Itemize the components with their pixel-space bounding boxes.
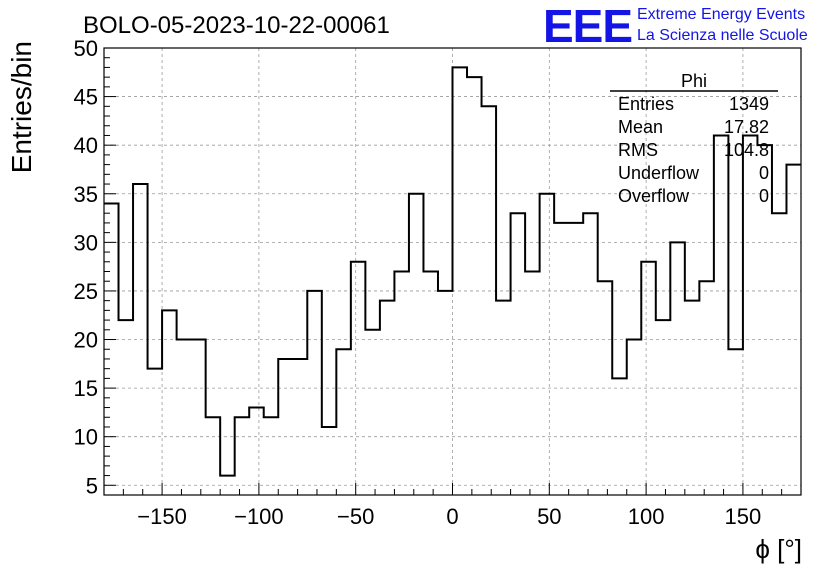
stats-label-overflow: Overflow	[618, 186, 690, 206]
histogram-bin	[772, 213, 787, 495]
histogram-series	[104, 66, 801, 496]
stats-label-rms: RMS	[618, 140, 658, 160]
histogram-bin	[438, 291, 453, 495]
histogram-bin	[351, 262, 366, 495]
x-tick-label: −100	[234, 504, 284, 529]
y-tick-label: 25	[74, 279, 98, 304]
stats-box: Phi Entries 1349 Mean 17.82 RMS 104.8 Un…	[610, 71, 778, 206]
histogram-bin	[365, 330, 380, 495]
y-tick-label: 20	[74, 328, 98, 353]
x-tick-label: 50	[537, 504, 561, 529]
histogram-bin	[148, 369, 163, 495]
histogram-bin	[119, 320, 134, 495]
stats-value-overflow: 0	[759, 186, 769, 206]
eee-logo-line1: Extreme Energy Events	[637, 6, 805, 23]
y-tick-label: 30	[74, 230, 98, 255]
histogram-bin	[177, 340, 192, 495]
histogram-bin	[467, 77, 482, 495]
histogram-bin	[583, 213, 598, 495]
stats-label-underflow: Underflow	[618, 163, 700, 183]
histogram-bin	[380, 301, 395, 495]
eee-logo-line2: La Scienza nelle Scuole	[637, 27, 808, 44]
y-tick-labels: 5 10 15 20 25 30 35 40 45 50	[74, 36, 98, 498]
histogram-bin	[206, 417, 221, 495]
histogram-bin	[685, 301, 700, 495]
histogram-bin	[423, 272, 438, 496]
histogram-bin	[612, 378, 627, 495]
stats-label-entries: Entries	[618, 94, 674, 114]
x-tick-label: −150	[137, 504, 187, 529]
stats-value-entries: 1349	[729, 94, 769, 114]
histogram-bin	[670, 242, 685, 495]
x-tick-label: 100	[628, 504, 665, 529]
histogram-bin	[322, 427, 337, 495]
histogram-bin	[569, 223, 584, 495]
y-tick-label: 40	[74, 133, 98, 158]
histogram-bin	[554, 223, 569, 495]
histogram-bin	[394, 272, 409, 496]
histogram-bin	[278, 359, 293, 495]
histogram-bin	[336, 349, 351, 495]
stats-value-mean: 17.82	[724, 117, 769, 137]
x-tick-label: 150	[725, 504, 762, 529]
axis-ticks	[103, 47, 802, 496]
histogram-bin	[656, 320, 671, 495]
stats-value-underflow: 0	[759, 163, 769, 183]
histogram-bin	[235, 417, 250, 495]
histogram-bin	[162, 310, 177, 495]
x-axis-label: ϕ [°]	[755, 534, 802, 564]
histogram-bin	[714, 135, 729, 495]
x-tick-label: −50	[337, 504, 374, 529]
histogram-bin	[743, 135, 758, 495]
stats-label-mean: Mean	[618, 117, 663, 137]
histogram-bin	[627, 340, 642, 495]
histogram-bin	[307, 291, 322, 495]
histogram-outline	[104, 66, 801, 477]
eee-logo-mark: EEE	[543, 0, 632, 52]
y-tick-label: 15	[74, 376, 98, 401]
histogram-bin	[264, 417, 279, 495]
x-tick-label: 0	[446, 504, 458, 529]
histogram-bin	[496, 301, 511, 495]
histogram-bin	[249, 408, 264, 495]
histogram-bin	[133, 184, 148, 495]
chart-title: BOLO-05-2023-10-22-00061	[83, 12, 390, 39]
histogram-bin	[220, 476, 235, 495]
histogram-bin	[699, 281, 714, 495]
histogram-bin	[728, 349, 743, 495]
histogram-bin	[598, 281, 613, 495]
histogram-bin	[786, 165, 801, 495]
histogram-bin	[525, 272, 540, 496]
histogram-bin	[540, 194, 555, 495]
stats-value-rms: 104.8	[724, 140, 769, 160]
y-tick-label: 5	[86, 473, 98, 498]
histogram-bin	[482, 106, 497, 495]
y-tick-label: 45	[74, 85, 98, 110]
y-tick-label: 35	[74, 182, 98, 207]
histogram-bin	[191, 340, 206, 495]
y-tick-label: 10	[74, 425, 98, 450]
y-tick-label: 50	[74, 36, 98, 61]
y-axis-label: Entries/bin	[6, 41, 37, 173]
stats-box-title: Phi	[681, 71, 707, 91]
histogram-bin	[293, 359, 308, 495]
histogram-bin	[453, 67, 468, 495]
histogram-bin	[511, 213, 526, 495]
x-tick-labels: −150 −100 −50 0 50 100 150	[137, 504, 761, 529]
histogram-bin	[641, 262, 656, 495]
histogram-bin	[409, 194, 424, 495]
eee-logo: EEE Extreme Energy Events La Scienza nel…	[543, 0, 808, 52]
